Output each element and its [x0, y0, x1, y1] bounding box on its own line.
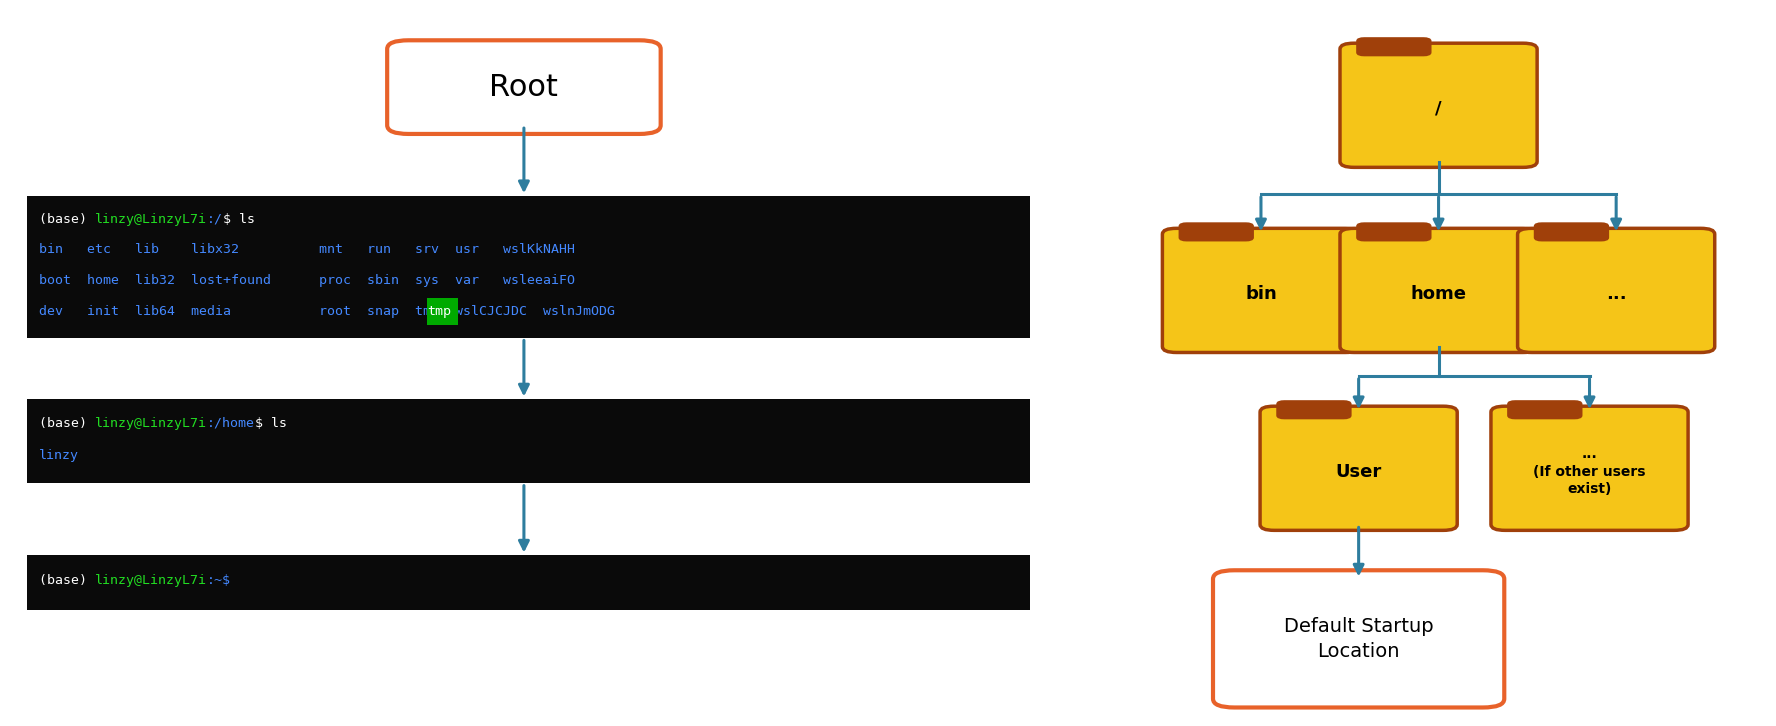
Text: ...: ...: [1606, 285, 1627, 303]
Text: linzy@LinzyL7i: linzy@LinzyL7i: [96, 417, 208, 430]
FancyBboxPatch shape: [1259, 407, 1456, 530]
FancyBboxPatch shape: [1490, 407, 1687, 530]
FancyBboxPatch shape: [1517, 228, 1716, 353]
FancyBboxPatch shape: [1277, 401, 1350, 418]
Text: (base): (base): [39, 213, 96, 226]
FancyBboxPatch shape: [1534, 224, 1607, 240]
FancyBboxPatch shape: [426, 298, 458, 325]
Text: :/home: :/home: [208, 417, 256, 430]
FancyBboxPatch shape: [1213, 571, 1504, 707]
Text: bin: bin: [1245, 285, 1277, 303]
Text: Default Startup
Location: Default Startup Location: [1284, 617, 1433, 661]
Text: home: home: [1410, 285, 1467, 303]
Text: :~$: :~$: [208, 574, 231, 587]
FancyBboxPatch shape: [1508, 401, 1581, 418]
Text: linzy@LinzyL7i: linzy@LinzyL7i: [96, 213, 208, 226]
Text: linzy@LinzyL7i: linzy@LinzyL7i: [96, 574, 208, 587]
FancyBboxPatch shape: [1179, 224, 1252, 240]
FancyBboxPatch shape: [1162, 228, 1359, 353]
Text: ...
(If other users
exist): ... (If other users exist): [1533, 447, 1646, 496]
Text: linzy: linzy: [39, 449, 80, 462]
FancyBboxPatch shape: [1357, 224, 1430, 240]
Text: $ ls: $ ls: [224, 213, 256, 226]
Text: (base): (base): [39, 417, 96, 430]
Text: :/: :/: [208, 213, 224, 226]
Text: boot  home  lib32  lost+found      proc  sbin  sys  var   wsleeaiFO: boot home lib32 lost+found proc sbin sys…: [39, 274, 575, 287]
Text: (base): (base): [39, 574, 96, 587]
Text: Root: Root: [490, 73, 558, 102]
FancyBboxPatch shape: [1339, 44, 1538, 168]
FancyBboxPatch shape: [27, 555, 1030, 610]
Text: dev   init  lib64  media           root  snap  tmp  wslCJCJDC  wslnJmODG: dev init lib64 media root snap tmp wslCJ…: [39, 305, 614, 318]
Text: /: /: [1435, 99, 1442, 118]
FancyBboxPatch shape: [387, 40, 661, 134]
Text: $ ls: $ ls: [256, 417, 288, 430]
FancyBboxPatch shape: [1339, 228, 1538, 353]
Text: bin   etc   lib    libx32          mnt   run   srv  usr   wslKkNAHH: bin etc lib libx32 mnt run srv usr wslKk…: [39, 243, 575, 256]
Text: tmp: tmp: [426, 305, 451, 318]
FancyBboxPatch shape: [27, 196, 1030, 338]
FancyBboxPatch shape: [27, 399, 1030, 483]
FancyBboxPatch shape: [1357, 38, 1430, 55]
Text: User: User: [1336, 462, 1382, 481]
